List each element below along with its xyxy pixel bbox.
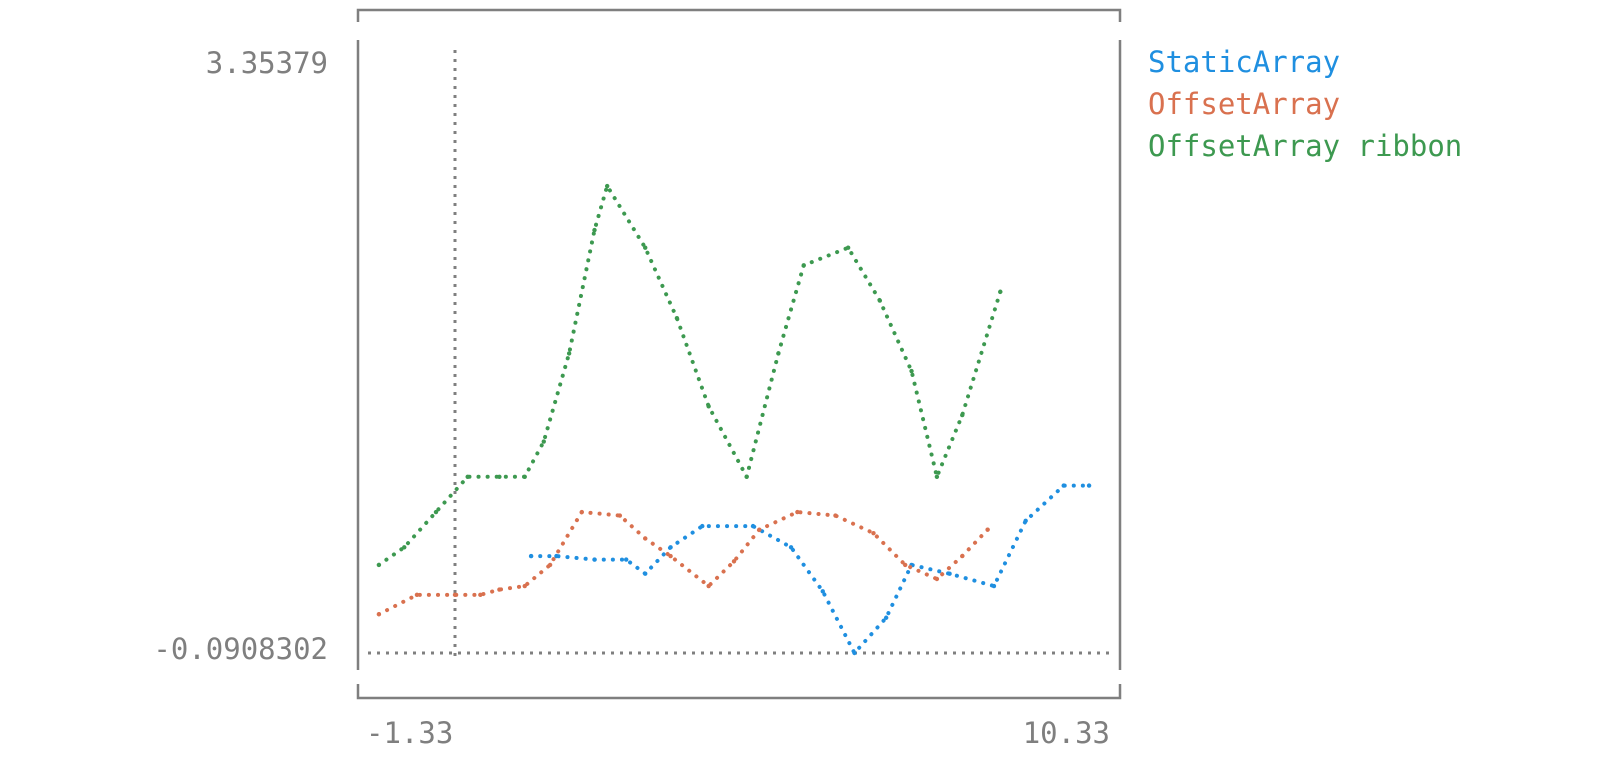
data-point-offsetarray-ribbon-21 bbox=[998, 289, 1003, 294]
data-point-offsetarray-ribbon-18 bbox=[909, 368, 914, 374]
data-point-offsetarray-18 bbox=[934, 576, 940, 582]
data-point-offsetarray-17 bbox=[902, 562, 908, 568]
data-point-offsetarray-13 bbox=[757, 527, 762, 532]
data-point-offsetarray-ribbon-8 bbox=[592, 227, 597, 233]
data-point-staticarray-9 bbox=[820, 589, 825, 594]
data-point-offsetarray-ribbon-14 bbox=[776, 351, 781, 356]
data-point-staticarray-6 bbox=[700, 523, 705, 529]
data-point-offsetarray-ribbon-5 bbox=[522, 474, 527, 479]
data-point-offsetarray-ribbon-6 bbox=[541, 439, 546, 444]
series-layer bbox=[376, 183, 1092, 656]
data-point-staticarray-13 bbox=[947, 571, 952, 576]
y-tick-label-bottom: -0.0908302 bbox=[153, 632, 328, 666]
data-point-staticarray-16 bbox=[1061, 483, 1066, 488]
data-point-offsetarray-ribbon-10 bbox=[643, 245, 648, 250]
series-line-staticarray bbox=[529, 483, 1092, 655]
data-point-staticarray-10 bbox=[852, 650, 857, 656]
data-point-offsetarray-ribbon-4 bbox=[497, 474, 502, 479]
x-tick-label-left: -1.33 bbox=[366, 716, 453, 750]
data-point-offsetarray-0 bbox=[376, 612, 382, 617]
series-line-offsetarray-ribbon bbox=[376, 184, 1003, 567]
data-point-offsetarray-1 bbox=[414, 592, 420, 598]
plot-frame bbox=[356, 8, 1122, 700]
y-tick-label-top: 3.35379 bbox=[206, 46, 328, 80]
data-point-offsetarray-ribbon-3 bbox=[465, 474, 470, 479]
legend-entry-offsetarray-ribbon: OffsetArray ribbon bbox=[1148, 129, 1462, 163]
data-point-offsetarray-10 bbox=[668, 553, 673, 559]
data-point-offsetarray-5 bbox=[522, 583, 527, 589]
data-point-offsetarray-ribbon-7 bbox=[566, 351, 572, 356]
data-point-offsetarray-4 bbox=[497, 587, 502, 592]
data-point-offsetarray-ribbon-15 bbox=[801, 263, 806, 268]
data-point-offsetarray-ribbon-13 bbox=[744, 474, 749, 479]
data-point-staticarray-2 bbox=[592, 557, 597, 562]
data-point-offsetarray-11 bbox=[706, 583, 711, 589]
data-point-offsetarray-8 bbox=[617, 513, 623, 518]
data-point-staticarray-5 bbox=[668, 545, 673, 550]
data-point-offsetarray-14 bbox=[795, 509, 800, 515]
data-point-staticarray-14 bbox=[991, 583, 997, 589]
data-point-offsetarray-ribbon-12 bbox=[706, 404, 711, 409]
data-point-staticarray-15 bbox=[1023, 518, 1028, 524]
data-point-offsetarray-16 bbox=[871, 530, 876, 536]
data-point-staticarray-4 bbox=[643, 571, 648, 576]
series-line-offsetarray bbox=[376, 510, 990, 617]
data-point-offsetarray-ribbon-11 bbox=[674, 315, 680, 321]
legend: StaticArray OffsetArray OffsetArray ribb… bbox=[1148, 45, 1462, 163]
data-point-offsetarray-ribbon-19 bbox=[934, 474, 940, 479]
data-point-offsetarray-2 bbox=[452, 592, 458, 598]
data-point-staticarray-8 bbox=[788, 545, 794, 550]
data-point-offsetarray-ribbon-2 bbox=[433, 509, 439, 515]
data-point-offsetarray-15 bbox=[833, 513, 838, 518]
legend-entry-staticarray: StaticArray bbox=[1148, 45, 1340, 79]
data-point-offsetarray-9 bbox=[643, 536, 648, 541]
x-tick-label-right: 10.33 bbox=[1023, 716, 1110, 750]
data-point-offsetarray-ribbon-0 bbox=[376, 562, 382, 568]
data-point-offsetarray-3 bbox=[478, 592, 483, 598]
data-point-offsetarray-19 bbox=[960, 553, 965, 559]
data-point-offsetarray-ribbon-1 bbox=[402, 545, 407, 550]
data-point-staticarray-1 bbox=[554, 553, 559, 559]
data-point-staticarray-7 bbox=[750, 523, 756, 529]
data-point-staticarray-17 bbox=[1086, 483, 1092, 488]
data-point-offsetarray-7 bbox=[579, 509, 585, 515]
data-point-offsetarray-ribbon-20 bbox=[960, 412, 965, 418]
data-point-offsetarray-20 bbox=[985, 527, 990, 532]
data-point-staticarray-0 bbox=[528, 553, 534, 559]
data-point-offsetarray-12 bbox=[731, 559, 737, 564]
data-point-offsetarray-ribbon-9 bbox=[604, 183, 610, 189]
data-point-offsetarray-ribbon-16 bbox=[845, 245, 851, 250]
legend-entry-offsetarray: OffsetArray bbox=[1148, 87, 1340, 121]
data-point-staticarray-11 bbox=[883, 615, 889, 620]
data-point-staticarray-3 bbox=[624, 557, 629, 562]
data-point-offsetarray-ribbon-17 bbox=[877, 298, 883, 303]
data-point-offsetarray-6 bbox=[547, 562, 553, 568]
